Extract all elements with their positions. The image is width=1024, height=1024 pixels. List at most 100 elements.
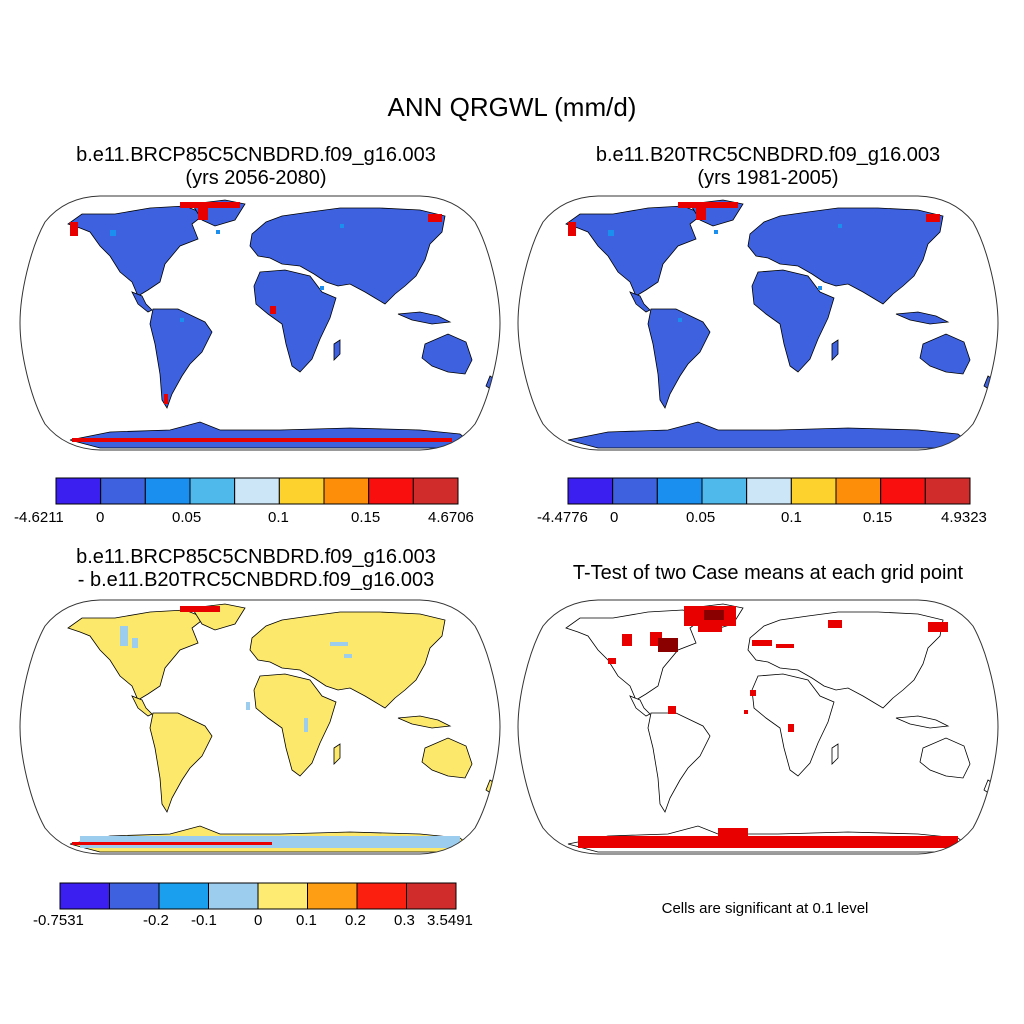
- cb-bl-label-0: 0: [254, 912, 263, 929]
- continent-indonesia: [895, 311, 950, 325]
- significant-cell-patch: [752, 640, 772, 646]
- colorbar-swatch: [144, 477, 191, 505]
- panel-title-top-right-line2: (yrs 1981-2005): [697, 167, 839, 189]
- colorbar-swatch: [158, 882, 209, 910]
- colorbar-swatch: [55, 477, 102, 505]
- cb-bl-label-m01: -0.1: [191, 912, 217, 929]
- cb-tl-label-015: 0.15: [351, 509, 381, 526]
- colorbar-swatch: [835, 477, 882, 505]
- map-high-value-patch: [70, 222, 78, 236]
- cb-bl-label-02: 0.2: [345, 912, 366, 929]
- continent-centralAmerica: [629, 695, 651, 717]
- continent-madagascar: [831, 743, 839, 765]
- colorbar-swatch: [356, 882, 407, 910]
- colorbar-swatch: [189, 477, 236, 505]
- continent-europeAsia: [249, 611, 446, 709]
- map-negative-diff-patch: [246, 702, 250, 710]
- cb-tl-label-005: 0.05: [172, 509, 202, 526]
- continent-southAmerica: [647, 308, 711, 409]
- continent-africa: [751, 269, 835, 373]
- map-mid-value-patch: [180, 318, 184, 322]
- continent-australia: [421, 333, 473, 375]
- map-mid-value-patch: [714, 230, 718, 234]
- continent-northAmerica: [67, 609, 206, 701]
- continent-europeAsia: [249, 207, 446, 305]
- significant-cell-patch: [658, 638, 678, 652]
- significant-cell-patch: [578, 836, 958, 848]
- map-frame: [19, 599, 501, 855]
- colorbar-swatch: [406, 882, 457, 910]
- map-land-layer: [565, 199, 995, 449]
- significant-cell-patch: [704, 610, 724, 620]
- map-high-value-patch: [926, 214, 940, 222]
- colorbar-swatch: [880, 477, 926, 505]
- map-negative-diff-patch: [132, 638, 138, 648]
- continent-northAmerica: [565, 205, 704, 297]
- significant-cell-patch: [668, 706, 676, 714]
- continent-europeAsia: [747, 207, 944, 305]
- panel-title-bottom-left-line2: - b.e11.B20TRC5CNBDRD.f09_g16.003: [77, 569, 435, 591]
- map-positive-diff-patch: [72, 842, 272, 845]
- continent-australia: [919, 737, 971, 779]
- colorbar-swatch: [746, 477, 792, 505]
- continent-indonesia: [397, 715, 452, 729]
- main-title: ANN QRGWL (mm/d): [387, 92, 637, 122]
- map-mid-value-patch: [818, 286, 822, 290]
- colorbar-swatch: [701, 477, 748, 505]
- map-negative-diff-patch: [344, 654, 352, 658]
- continent-southAmerica: [149, 712, 213, 813]
- significant-cell-patch: [608, 658, 616, 664]
- colorbar-swatch: [412, 477, 459, 505]
- map-land-layer: [67, 199, 497, 449]
- cb-bl-label-m02: -0.2: [143, 912, 169, 929]
- panel-title-top-right-line1: b.e11.B20TRC5CNBDRD.f09_g16.003: [595, 144, 941, 166]
- significant-cell-patch: [718, 828, 748, 838]
- panel-title-bottom-left: b.e11.BRCP85C5CNBDRD.f09_g16.003 - b.e11…: [6, 546, 506, 592]
- cb-tr-label-0: 0: [610, 509, 619, 526]
- significant-cell-patch: [828, 620, 842, 628]
- colorbar-swatch: [234, 477, 280, 505]
- cb-tl-label-01: 0.1: [268, 509, 289, 526]
- colorbar-bottom-left: [59, 882, 457, 910]
- map-frame: [19, 195, 501, 451]
- map-frame: [517, 599, 999, 855]
- colorbar-swatch: [278, 477, 325, 505]
- cb-bl-label-01: 0.1: [296, 912, 317, 929]
- colorbar-swatch: [59, 882, 110, 910]
- cb-tl-label-0: 0: [96, 509, 105, 526]
- cb-tl-label-min: -4.6211: [14, 509, 64, 526]
- continent-antarctica: [567, 421, 969, 449]
- cb-tl-label-max: 4.6706: [428, 509, 474, 526]
- map-frame: [517, 195, 999, 451]
- cb-tr-label-005: 0.05: [686, 509, 716, 526]
- significant-cell-patch: [698, 624, 722, 632]
- continent-madagascar: [333, 339, 341, 361]
- map-land-layer: [565, 603, 995, 853]
- map-mid-value-patch: [838, 224, 842, 228]
- continent-europeAsia: [747, 611, 944, 709]
- cb-tr-label-015: 0.15: [863, 509, 893, 526]
- colorbar-swatch: [323, 477, 370, 505]
- continent-centralAmerica: [131, 291, 153, 313]
- map-bottom-right: [517, 599, 999, 855]
- continent-centralAmerica: [629, 291, 651, 313]
- map-top-right: [517, 195, 999, 451]
- colorbar-swatch: [924, 477, 971, 505]
- colorbar-swatch: [567, 477, 614, 505]
- panel-title-top-left-line1: b.e11.BRCP85C5CNBDRD.f09_g16.003: [76, 144, 436, 166]
- continent-indonesia: [895, 715, 950, 729]
- map-high-value-patch: [180, 202, 240, 208]
- map-high-value-patch: [198, 208, 208, 220]
- map-mid-value-patch: [340, 224, 344, 228]
- significant-cell-patch: [750, 690, 756, 696]
- continent-centralAmerica: [131, 695, 153, 717]
- colorbar-swatch: [208, 882, 259, 910]
- map-high-value-patch: [678, 202, 738, 208]
- colorbar-top-left: [55, 477, 459, 505]
- colorbar-swatch: [368, 477, 414, 505]
- continent-southAmerica: [647, 712, 711, 813]
- map-mid-value-patch: [608, 230, 614, 236]
- continent-northAmerica: [67, 205, 206, 297]
- cb-bl-label-min: -0.7531: [33, 912, 84, 929]
- cb-tr-label-max: 4.9323: [941, 509, 987, 526]
